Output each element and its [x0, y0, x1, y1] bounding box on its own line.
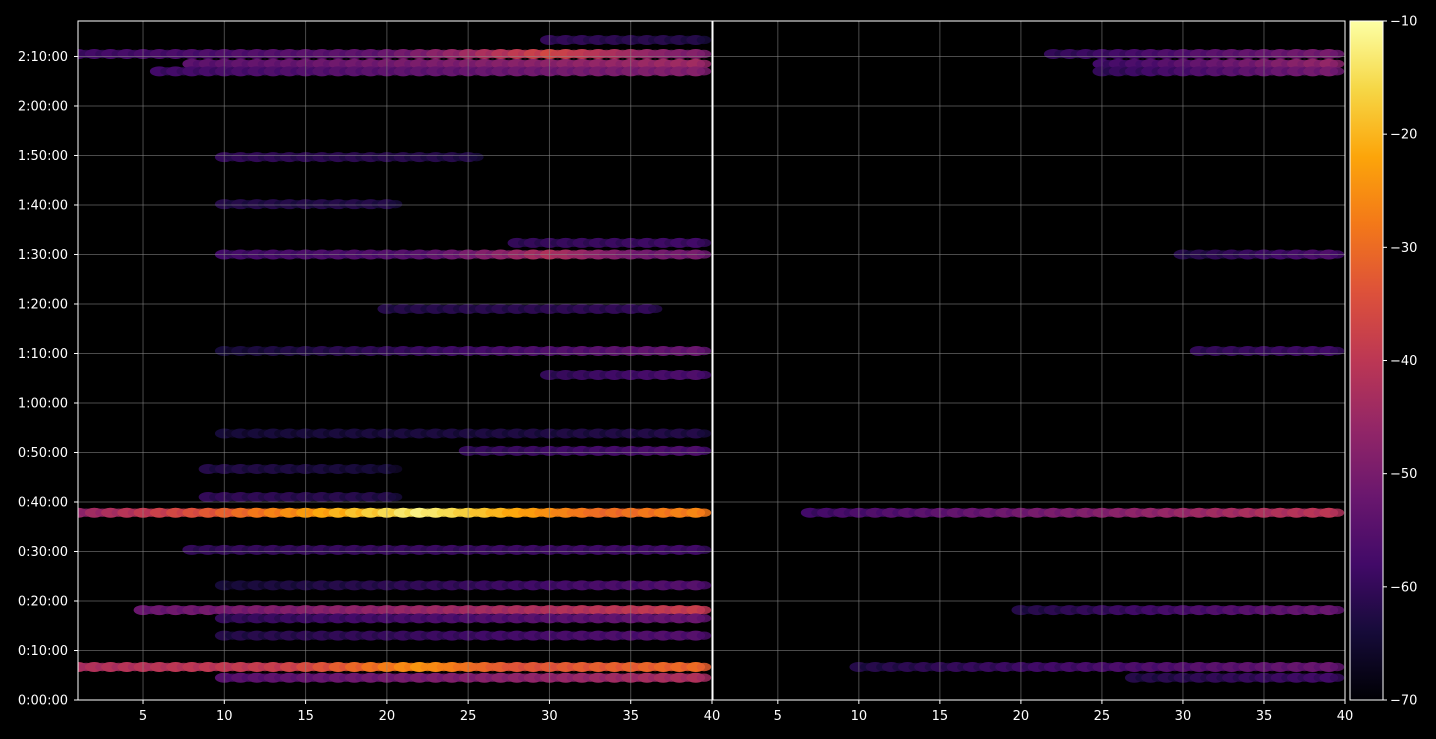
heatmap-cell: [1329, 673, 1345, 682]
heatmap-cell: [696, 370, 712, 380]
left-x-tick-label: 25: [460, 709, 477, 724]
y-tick-label: 1:10:00: [18, 347, 68, 362]
left-heatmap-marks: [78, 34, 712, 683]
left-x-tick-label: 40: [704, 709, 721, 724]
y-tick-label: 0:40:00: [18, 495, 68, 510]
colorbar-tick-label: −40: [1390, 354, 1417, 369]
y-tick-label: 1:30:00: [18, 248, 68, 263]
left-x-tick-label: 30: [541, 709, 558, 724]
left-x-tick-label: 15: [297, 709, 314, 724]
right-plot-background: [713, 21, 1345, 700]
heatmap-cell: [696, 429, 712, 438]
left-panel: 5 10 15 20 25 30 35 40: [77, 20, 720, 724]
y-tick-label: 0:30:00: [18, 545, 68, 560]
y-tick-label: 2:00:00: [18, 99, 68, 114]
y-tick-label: 0:50:00: [18, 446, 68, 461]
heatmap-cell: [696, 631, 712, 640]
heatmap-cell: [696, 662, 712, 672]
y-tick-label: 0:10:00: [18, 644, 68, 659]
colorbar-ticks: −70 −60 −50 −40 −30 −20 −10: [1383, 15, 1417, 709]
heatmap-cell: [696, 67, 712, 76]
right-x-tick-label: 40: [1337, 709, 1354, 724]
heatmap-cell: [387, 199, 403, 209]
heatmap-cell: [696, 508, 712, 517]
heatmap-cell: [1329, 59, 1345, 69]
left-x-tick-label: 20: [379, 709, 396, 724]
right-x-tick-label: 35: [1256, 709, 1273, 724]
left-x-tick-label: 5: [139, 709, 147, 724]
heatmap-cell: [696, 614, 712, 623]
colorbar-tick-label: −70: [1390, 694, 1417, 709]
left-x-ticks: 5 10 15 20 25 30 35 40: [139, 700, 720, 724]
y-tick-label: 0:20:00: [18, 594, 68, 609]
heatmap-cell: [1329, 605, 1345, 615]
heatmap-cell: [1329, 508, 1345, 517]
left-x-tick-label: 35: [622, 709, 639, 724]
right-x-tick-label: 20: [1013, 709, 1030, 724]
heatmap-cell: [469, 152, 484, 162]
left-x-tick-label: 10: [216, 709, 233, 724]
right-x-tick-label: 30: [1175, 709, 1192, 724]
y-tick-label: 0:00:00: [18, 694, 68, 709]
heatmap-cell: [1329, 67, 1345, 76]
y-tick-label: 1:50:00: [18, 149, 68, 164]
y-tick-label: 1:00:00: [18, 396, 68, 411]
colorbar-gradient: [1349, 20, 1384, 701]
y-tick-label: 2:10:00: [18, 50, 68, 65]
right-plot-frame: [712, 20, 1346, 701]
y-tick-label: 1:40:00: [18, 198, 68, 213]
y-tick-label: 1:20:00: [18, 297, 68, 312]
colorbar-tick-label: −20: [1390, 128, 1417, 143]
right-x-tick-label: 15: [932, 709, 949, 724]
right-x-tick-label: 25: [1094, 709, 1111, 724]
right-x-ticks: 5 10 15 20 25 30 35 40: [774, 700, 1354, 724]
right-panel: 5 10 15 20 25 30 35 40: [712, 20, 1354, 724]
right-x-tick-label: 5: [774, 709, 782, 724]
colorbar: −70 −60 −50 −40 −30 −20 −10: [1349, 15, 1417, 709]
left-plot-frame: [77, 20, 713, 701]
heatmap-cell: [696, 605, 712, 615]
colorbar-tick-label: −60: [1390, 580, 1417, 595]
heatmap-cell: [696, 545, 712, 555]
heatmap-cell: [647, 304, 663, 314]
heatmap-cell: [387, 464, 403, 474]
heatmap-cell: [696, 59, 712, 69]
heatmap-cell: [696, 238, 712, 248]
heatmap-cell: [696, 446, 712, 456]
heatmap-cell: [696, 673, 712, 682]
right-x-tick-label: 10: [851, 709, 868, 724]
heatmap-cell: [696, 35, 712, 45]
left-plot-background: [78, 21, 712, 700]
y-axis-ticks: 0:00:00 0:10:00 0:20:00 0:30:00 0:40:00 0:50:…: [18, 50, 78, 709]
right-grid: [713, 21, 1346, 701]
colorbar-tick-label: −50: [1390, 467, 1417, 482]
colorbar-tick-label: −30: [1390, 241, 1417, 256]
colorbar-tick-label: −10: [1390, 15, 1417, 30]
heatmap-cell: [1329, 662, 1345, 672]
heatmap-cell: [387, 492, 403, 502]
heatmap-cell: [696, 581, 712, 590]
